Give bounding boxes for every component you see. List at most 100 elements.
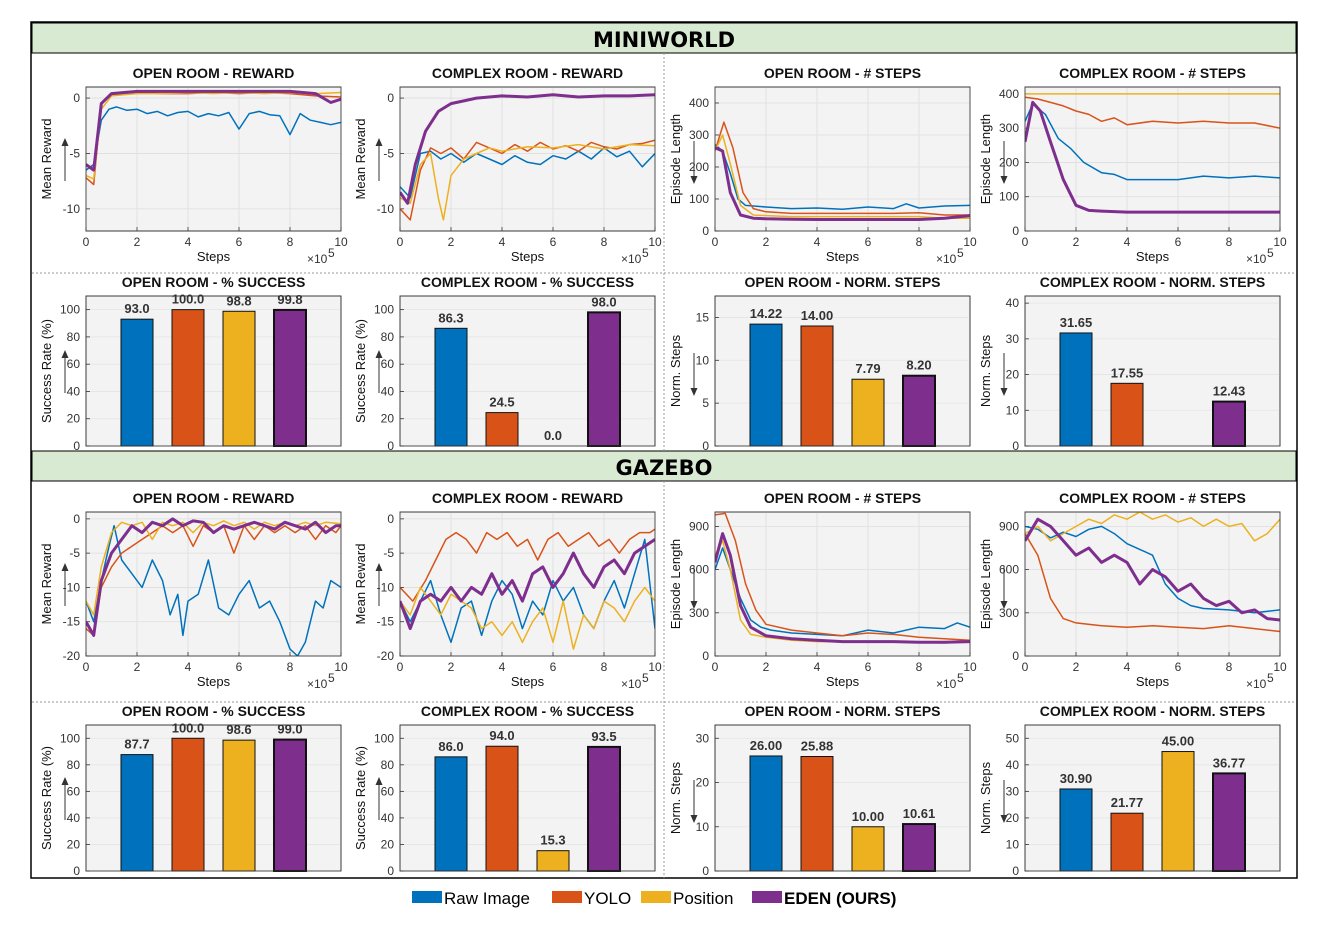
y-tick-label: 20	[67, 412, 81, 426]
y-tick-label: 80	[381, 330, 395, 344]
bar-raw-image	[120, 318, 154, 447]
x-axis-label: Steps	[1136, 674, 1170, 689]
x-exponent-label: ×10	[1246, 677, 1267, 691]
y-tick-label: 80	[381, 758, 395, 772]
series-line-eden-ours	[400, 93, 655, 205]
chart-title: OPEN ROOM - REWARD	[133, 490, 295, 506]
y-tick-label: -10	[377, 580, 395, 594]
bar-yolo	[1110, 812, 1144, 872]
x-tick-label: 6	[236, 235, 243, 249]
x-tick-label: 0	[83, 660, 90, 674]
x-tick-label: 10	[648, 235, 662, 249]
chart-title: COMPLEX ROOM - REWARD	[432, 65, 623, 81]
y-tick-label: 0	[702, 224, 709, 238]
series-line-position	[1025, 512, 1280, 542]
y-tick-label: 400	[999, 87, 1019, 101]
legend-label-raw-image: Raw Image	[444, 889, 530, 908]
x-tick-label: 0	[712, 235, 719, 249]
y-axis-label: Mean Reward	[353, 119, 368, 200]
y-tick-label: 0	[702, 864, 709, 878]
chart-title: OPEN ROOM - % SUCCESS	[122, 274, 306, 290]
y-axis-arrowhead	[1000, 601, 1008, 609]
y-tick-label: 40	[1006, 296, 1020, 310]
series-line-eden-ours	[715, 146, 970, 221]
x-tick-label: 6	[550, 235, 557, 249]
chart-mw-open-steps: OPEN ROOM - # STEPS0100200300400Episode …	[668, 65, 977, 266]
x-tick-label: 10	[963, 235, 977, 249]
y-tick-label: 100	[999, 190, 1019, 204]
legend-swatch-raw-image	[412, 891, 442, 903]
bar-value-label: 98.6	[226, 722, 251, 737]
x-tick-label: 2	[448, 660, 455, 674]
plot-frame	[1024, 724, 1281, 872]
plot-frame	[1024, 295, 1281, 447]
plot-frame	[85, 86, 342, 232]
y-tick-label: -10	[63, 202, 81, 216]
y-tick-label: 10	[696, 820, 710, 834]
bar-position	[536, 850, 570, 872]
bar-value-label: 36.77	[1213, 755, 1246, 770]
bar-value-label: 98.8	[226, 293, 251, 308]
x-axis-label: Steps	[1136, 249, 1170, 264]
y-tick-label: 100	[374, 731, 394, 745]
bar-raw-image	[120, 754, 154, 872]
y-tick-label: 0	[387, 864, 394, 878]
y-tick-label: 300	[999, 121, 1019, 135]
x-axis-label: Steps	[197, 674, 231, 689]
y-tick-label: 900	[999, 519, 1019, 533]
chart-gz-complex-success: COMPLEX ROOM - % SUCCESS 0 20 40 60 80 100 Succ…	[353, 703, 656, 878]
x-tick-label: 2	[763, 660, 770, 674]
chart-title: COMPLEX ROOM - % SUCCESS	[421, 703, 634, 719]
x-tick-label: 8	[601, 660, 608, 674]
y-axis-arrowhead	[690, 176, 698, 184]
y-axis-label: Norm. Steps	[978, 334, 993, 407]
chart-title: OPEN ROOM - # STEPS	[764, 65, 921, 81]
plot-frame	[714, 511, 971, 657]
y-tick-label: 600	[689, 563, 709, 577]
x-tick-label: 8	[601, 235, 608, 249]
x-axis-label: Steps	[826, 249, 860, 264]
y-axis-label: Episode Length	[668, 539, 683, 629]
series-line-raw-image	[400, 147, 655, 199]
bar-value-label: 14.00	[801, 308, 834, 323]
bar-value-label: 30.90	[1060, 771, 1093, 786]
plot-frame	[85, 511, 342, 657]
series-line-position	[400, 143, 655, 221]
y-tick-label: 900	[689, 519, 709, 533]
bar-eden-ours	[902, 374, 936, 448]
series-line-eden-ours	[86, 517, 341, 637]
bar-value-label: 31.65	[1060, 315, 1093, 330]
chart-title: COMPLEX ROOM - # STEPS	[1059, 490, 1246, 506]
y-tick-label: 0	[1012, 649, 1019, 663]
bar-yolo	[171, 737, 205, 872]
chart-gz-open-steps: OPEN ROOM - # STEPS 0 300 600 900 Episode Len…	[668, 490, 977, 691]
x-tick-label: 10	[648, 660, 662, 674]
y-tick-label: -5	[383, 146, 394, 160]
x-tick-label: 4	[185, 235, 192, 249]
plot-frame	[399, 295, 656, 447]
x-exponent-power: 5	[328, 246, 335, 260]
bar-value-label: 7.79	[855, 361, 880, 376]
y-tick-label: -10	[377, 202, 395, 216]
x-tick-label: 2	[448, 235, 455, 249]
chart-title: OPEN ROOM - # STEPS	[764, 490, 921, 506]
y-tick-label: 0	[73, 864, 80, 878]
y-tick-label: 20	[381, 412, 395, 426]
series-line-eden-ours	[715, 532, 970, 644]
bar-yolo	[800, 325, 834, 447]
plot-frame	[714, 724, 971, 872]
y-tick-label: 100	[374, 303, 394, 317]
x-tick-label: 8	[287, 660, 294, 674]
chart-mw-complex-success: COMPLEX ROOM - % SUCCESS 0 20 40 60 80 100 Succ…	[353, 274, 656, 453]
x-tick-label: 2	[763, 235, 770, 249]
x-tick-label: 10	[1273, 660, 1287, 674]
x-tick-label: 4	[814, 235, 821, 249]
bar-value-label: 93.0	[124, 301, 149, 316]
bar-value-label: 8.20	[906, 358, 931, 373]
series-line-eden-ours	[86, 89, 341, 172]
plot-frame	[85, 724, 342, 872]
chart-title: COMPLEX ROOM - NORM. STEPS	[1040, 274, 1266, 290]
series-line-yolo	[1025, 533, 1280, 633]
y-tick-label: 0	[73, 439, 80, 453]
